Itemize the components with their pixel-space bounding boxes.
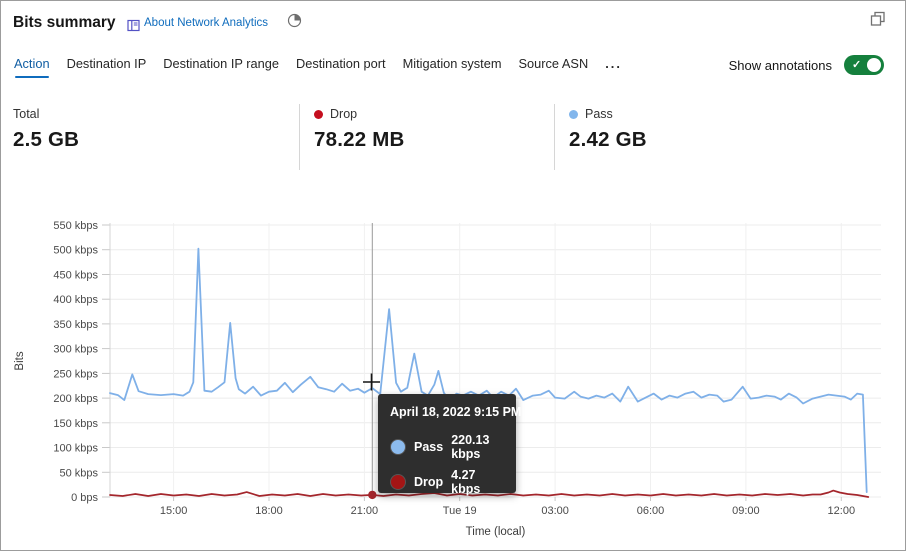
x-tick-label: 21:00 bbox=[351, 505, 379, 517]
y-tick-label: 200 kbps bbox=[53, 393, 98, 405]
stat-pass-value: 2.42 GB bbox=[569, 128, 647, 151]
tab-destination-ip[interactable]: Destination IP bbox=[66, 56, 147, 71]
more-tabs-ellipsis-icon[interactable]: ... bbox=[605, 56, 622, 71]
y-tick-label: 300 kbps bbox=[53, 344, 98, 356]
tab-destination-ip-range[interactable]: Destination IP range bbox=[163, 56, 279, 71]
tab-action[interactable]: Action bbox=[14, 56, 50, 78]
x-tick-label: 03:00 bbox=[541, 505, 569, 517]
stat-divider bbox=[554, 104, 555, 170]
chart-tooltip: April 18, 2022 9:15 PM Pass 220.13 kbps … bbox=[378, 394, 522, 496]
tab-source-asn[interactable]: Source ASN bbox=[518, 56, 589, 71]
y-tick-label: 350 kbps bbox=[53, 319, 98, 331]
stat-total-label: Total bbox=[13, 107, 40, 121]
about-network-analytics-link[interactable]: About Network Analytics bbox=[144, 17, 269, 29]
x-tick-label: Tue 19 bbox=[443, 505, 477, 517]
tooltip-drop-value: 4.27 kbps bbox=[451, 468, 481, 496]
pass-series-line bbox=[109, 247, 868, 494]
show-annotations-control: Show annotations ✓ bbox=[729, 55, 884, 75]
show-annotations-label: Show annotations bbox=[728, 57, 832, 73]
stat-card-pass: Pass 2.42 GB bbox=[569, 107, 647, 152]
stat-pass-label: Pass bbox=[585, 107, 613, 121]
tab-destination-port[interactable]: Destination port bbox=[295, 56, 386, 71]
tooltip-drop-row: Drop 4.27 kbps bbox=[390, 468, 504, 496]
stat-total-value: 2.5 GB bbox=[13, 128, 80, 151]
stat-drop-label: Drop bbox=[330, 107, 358, 121]
stat-drop-value: 78.22 MB bbox=[314, 128, 405, 151]
drop-series-line bbox=[109, 489, 870, 498]
tooltip-drop-label: Drop bbox=[414, 475, 444, 489]
tab-mitigation-system[interactable]: Mitigation system bbox=[402, 56, 502, 71]
drop-legend-dot bbox=[314, 109, 323, 119]
pivot-tab-bar: Action Destination IP Destination IP ran… bbox=[14, 56, 622, 78]
pass-series-dot bbox=[390, 439, 406, 455]
stat-card-total: Total 2.5 GB bbox=[13, 107, 79, 152]
book-icon bbox=[127, 19, 140, 37]
toggle-knob bbox=[867, 58, 881, 72]
page-title: Bits summary bbox=[13, 14, 116, 31]
tooltip-pass-value: 220.13 kbps bbox=[451, 433, 490, 461]
selected-drop-point-marker bbox=[368, 490, 377, 500]
stat-divider bbox=[299, 104, 300, 170]
y-axis-title: Bits bbox=[14, 351, 26, 370]
x-tick-label: 12:00 bbox=[828, 505, 856, 517]
y-tick-label: 100 kbps bbox=[53, 443, 98, 455]
show-annotations-toggle[interactable]: ✓ bbox=[844, 55, 884, 75]
tooltip-pass-row: Pass 220.13 kbps bbox=[390, 433, 504, 461]
y-tick-label: 400 kbps bbox=[53, 294, 98, 306]
y-tick-label: 150 kbps bbox=[53, 418, 98, 430]
x-axis-title: Time (local) bbox=[466, 526, 526, 538]
y-tick-label: 550 kbps bbox=[53, 220, 98, 232]
y-tick-label: 50 kbps bbox=[59, 467, 98, 479]
y-tick-label: 500 kbps bbox=[53, 245, 98, 257]
x-tick-label: 18:00 bbox=[255, 505, 283, 517]
check-icon: ✓ bbox=[852, 59, 862, 71]
y-tick-label: 0 bps bbox=[71, 492, 98, 504]
tooltip-pass-label: Pass bbox=[414, 440, 444, 454]
pass-legend-dot bbox=[569, 109, 578, 119]
restore-window-icon[interactable] bbox=[869, 10, 887, 33]
x-tick-label: 09:00 bbox=[732, 505, 760, 517]
drop-series-dot bbox=[390, 474, 406, 490]
time-range-pie-icon[interactable] bbox=[287, 13, 302, 33]
y-tick-label: 450 kbps bbox=[53, 270, 98, 282]
stat-card-drop: Drop 78.22 MB bbox=[314, 107, 404, 152]
x-tick-label: 15:00 bbox=[160, 505, 188, 517]
x-tick-label: 06:00 bbox=[637, 505, 665, 517]
y-tick-label: 250 kbps bbox=[53, 368, 98, 380]
tooltip-timestamp: April 18, 2022 9:15 PM bbox=[390, 405, 522, 419]
